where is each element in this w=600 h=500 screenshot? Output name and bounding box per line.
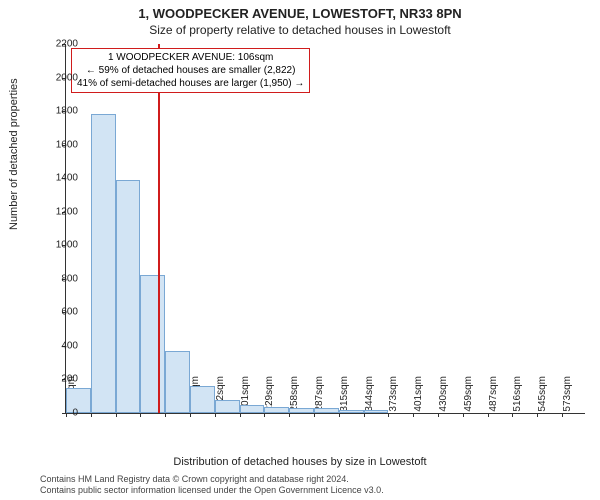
x-tick-mark — [488, 413, 489, 417]
chart-plot-area: 0sqm29sqm57sqm86sqm115sqm143sqm172sqm201… — [65, 44, 585, 414]
x-tick-label: 373sqm — [388, 376, 399, 416]
info-box-line: 1 WOODPECKER AVENUE: 106sqm — [77, 51, 304, 64]
y-tick-label: 1600 — [38, 139, 78, 150]
x-tick-label: 545sqm — [537, 376, 548, 416]
histogram-bar — [289, 408, 314, 413]
x-axis-label: Distribution of detached houses by size … — [0, 456, 600, 468]
histogram-bar — [339, 410, 364, 413]
y-tick-label: 2000 — [38, 72, 78, 83]
histogram-bar — [215, 400, 240, 413]
histogram-bar — [240, 405, 265, 413]
histogram-bar — [140, 275, 165, 413]
x-tick-label: 487sqm — [488, 376, 499, 416]
y-tick-label: 400 — [38, 340, 78, 351]
histogram-bar — [314, 408, 339, 413]
histogram-bar — [364, 410, 389, 413]
x-tick-mark — [512, 413, 513, 417]
reference-line — [158, 44, 160, 413]
x-tick-label: 573sqm — [562, 376, 573, 416]
x-tick-mark — [339, 413, 340, 417]
x-tick-mark — [264, 413, 265, 417]
y-axis-label: Number of detached properties — [8, 78, 20, 230]
x-tick-mark — [215, 413, 216, 417]
info-box-line: 41% of semi-detached houses are larger (… — [77, 77, 304, 90]
x-tick-mark — [91, 413, 92, 417]
histogram-bar — [264, 407, 289, 413]
footer-line1: Contains HM Land Registry data © Crown c… — [40, 474, 384, 485]
y-tick-label: 200 — [38, 374, 78, 385]
y-tick-label: 2200 — [38, 39, 78, 50]
x-tick-label: 430sqm — [438, 376, 449, 416]
y-tick-label: 0 — [38, 408, 78, 419]
x-tick-mark — [438, 413, 439, 417]
x-tick-mark — [562, 413, 563, 417]
page-title: 1, WOODPECKER AVENUE, LOWESTOFT, NR33 8P… — [0, 6, 600, 21]
x-tick-mark — [314, 413, 315, 417]
x-tick-mark — [140, 413, 141, 417]
y-tick-label: 600 — [38, 307, 78, 318]
histogram-bar — [116, 180, 141, 413]
info-box-line: ← 59% of detached houses are smaller (2,… — [77, 64, 304, 77]
x-tick-mark — [289, 413, 290, 417]
info-box: 1 WOODPECKER AVENUE: 106sqm← 59% of deta… — [71, 48, 310, 93]
footer-attribution: Contains HM Land Registry data © Crown c… — [40, 474, 384, 496]
x-tick-mark — [116, 413, 117, 417]
x-tick-mark — [463, 413, 464, 417]
x-tick-mark — [413, 413, 414, 417]
x-tick-mark — [240, 413, 241, 417]
x-tick-label: 516sqm — [512, 376, 523, 416]
x-tick-mark — [388, 413, 389, 417]
y-tick-label: 1200 — [38, 206, 78, 217]
histogram-bar — [165, 351, 190, 413]
x-tick-mark — [165, 413, 166, 417]
page-subtitle: Size of property relative to detached ho… — [0, 23, 600, 37]
x-tick-label: 401sqm — [413, 376, 424, 416]
x-tick-mark — [190, 413, 191, 417]
x-tick-label: 459sqm — [463, 376, 474, 416]
y-tick-label: 1400 — [38, 173, 78, 184]
histogram-bar — [91, 114, 116, 413]
y-tick-label: 800 — [38, 273, 78, 284]
footer-line2: Contains public sector information licen… — [40, 485, 384, 496]
y-tick-label: 1000 — [38, 240, 78, 251]
histogram-bar — [190, 386, 215, 413]
x-tick-mark — [364, 413, 365, 417]
y-tick-label: 1800 — [38, 106, 78, 117]
x-tick-mark — [537, 413, 538, 417]
